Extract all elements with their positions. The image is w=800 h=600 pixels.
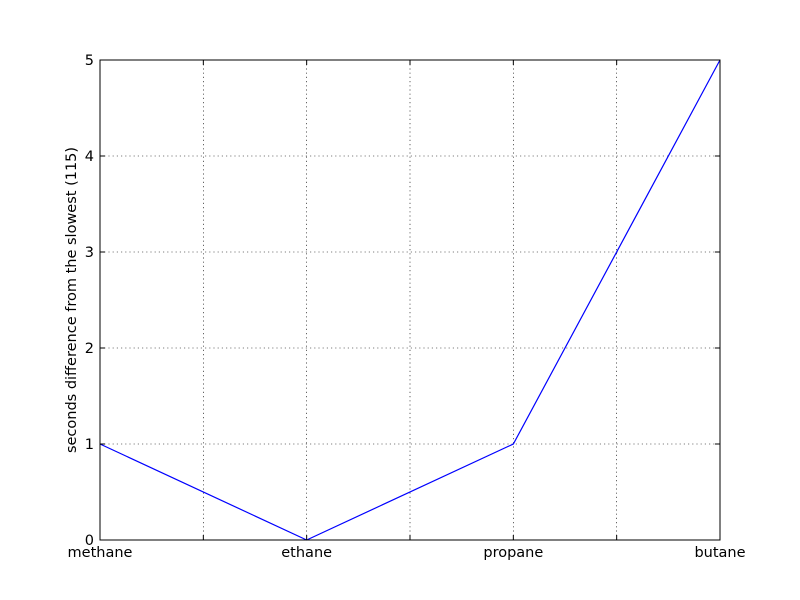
x-tick-label: methane [68, 545, 133, 561]
tick-labels: 0 1 2 3 4 5 methane ethane propane butane [68, 53, 746, 561]
y-tick-label: 3 [85, 245, 94, 261]
y-axis-label: seconds difference from the slowest (115… [64, 147, 80, 453]
y-tick-label: 5 [85, 53, 94, 69]
grid-lines [100, 60, 720, 540]
y-tick-label: 4 [85, 149, 94, 165]
x-tick-label: butane [694, 545, 745, 561]
series-line [99, 59, 721, 541]
y-tick-label: 2 [85, 341, 94, 357]
y-tick-label: 1 [85, 437, 94, 453]
x-tick-label: propane [483, 545, 543, 561]
axis-ticks [99, 59, 721, 541]
y-tick-label: 0 [85, 533, 94, 549]
x-tick-label: ethane [281, 545, 332, 561]
